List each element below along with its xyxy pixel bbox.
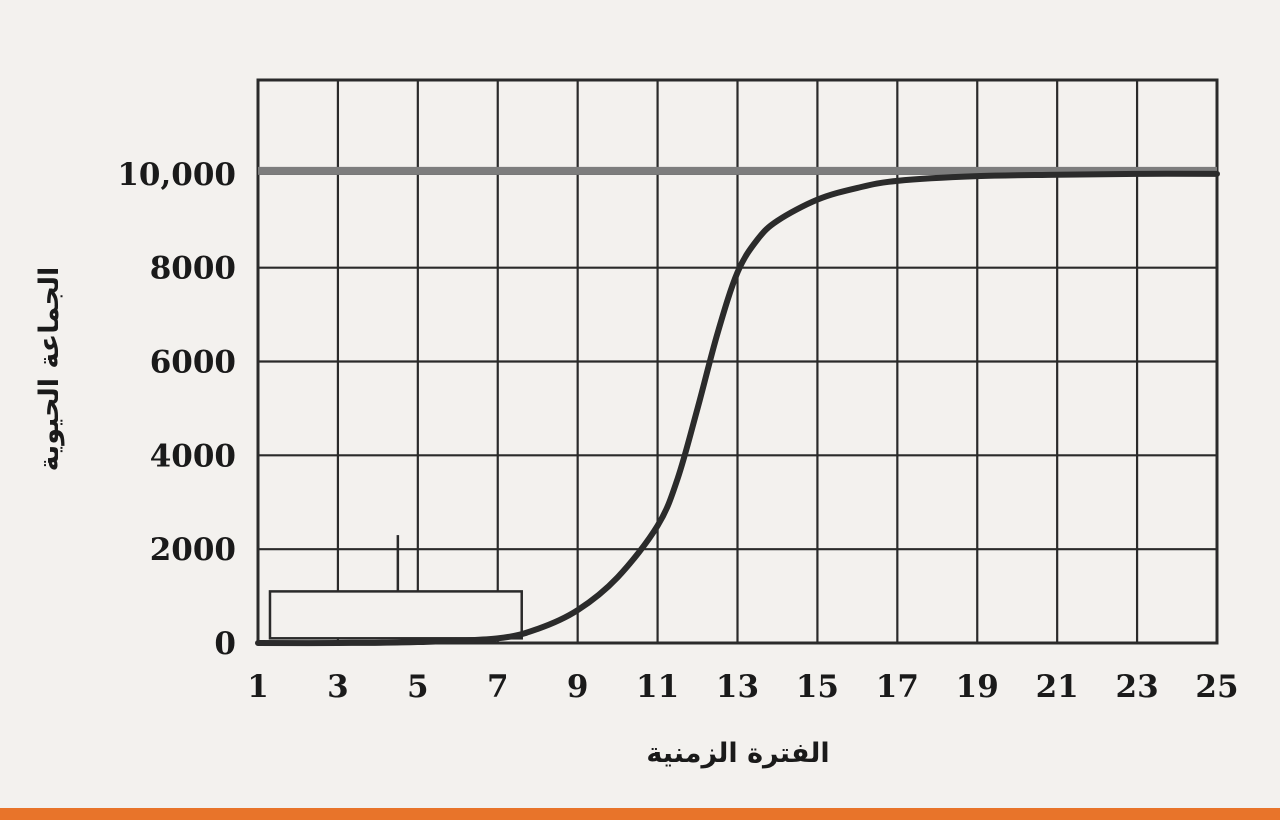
series-layer <box>255 170 1220 647</box>
y-tick-label: 2000 <box>150 532 236 568</box>
y-tick-label: 8000 <box>150 251 236 287</box>
x-tick-label: 21 <box>1036 669 1079 705</box>
x-tick-label: 5 <box>407 669 429 705</box>
x-tick-label: 11 <box>636 669 679 705</box>
annotation-rectangle <box>268 590 523 640</box>
x-tick-label: 3 <box>327 669 349 705</box>
x-tick-label: 25 <box>1195 669 1238 705</box>
y-axis-title: الجماعة الحيوية <box>34 267 65 472</box>
x-tick-label: 13 <box>716 669 759 705</box>
y-tick-labels: 0 2000 4000 6000 8000 10,000 <box>117 157 236 662</box>
y-tick-label: 10,000 <box>117 157 236 193</box>
x-tick-label: 1 <box>247 669 269 705</box>
x-axis-title: الفترة الزمنية <box>646 738 829 769</box>
y-tick-label: 4000 <box>150 438 236 474</box>
x-tick-label: 7 <box>487 669 509 705</box>
x-tick-label: 9 <box>567 669 589 705</box>
x-tick-label: 15 <box>796 669 839 705</box>
plot-frame <box>256 78 1219 645</box>
grid <box>256 78 1219 645</box>
x-tick-label: 23 <box>1116 669 1159 705</box>
y-tick-label: 0 <box>214 626 236 662</box>
bottom-band <box>0 808 1280 820</box>
x-tick-labels: 1 3 5 7 9 11 13 15 17 19 21 23 25 <box>247 669 1238 705</box>
annotation-box <box>268 535 523 640</box>
x-tick-label: 17 <box>876 669 919 705</box>
series-line-0 <box>255 170 1220 647</box>
x-tick-label: 19 <box>956 669 999 705</box>
y-tick-label: 6000 <box>150 345 236 381</box>
